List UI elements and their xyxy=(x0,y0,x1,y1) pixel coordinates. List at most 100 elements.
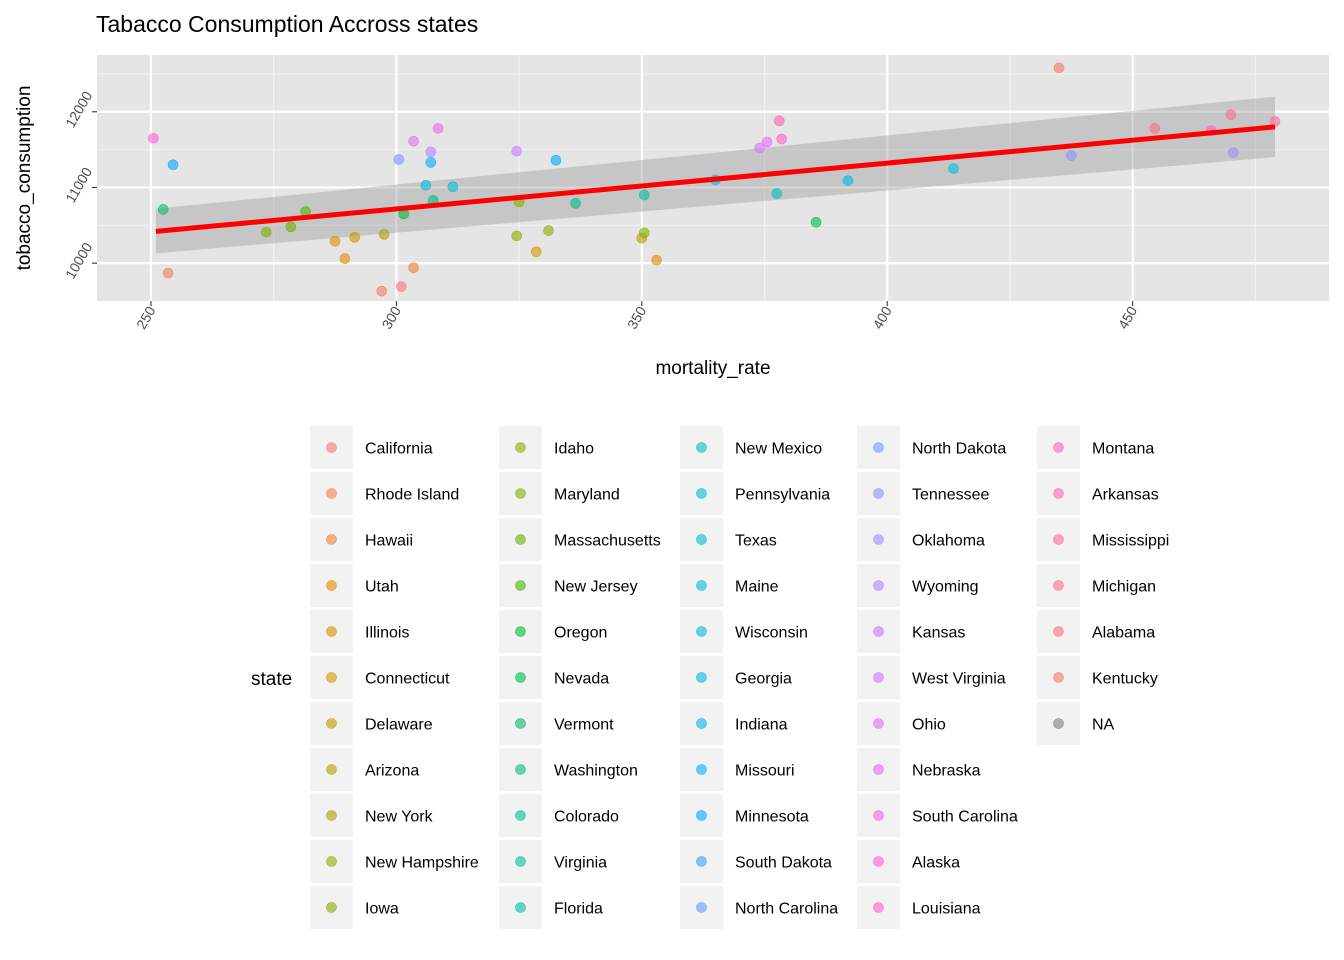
legend-label: New York xyxy=(365,809,434,826)
legend-swatch xyxy=(515,764,526,775)
legend-label: Georgia xyxy=(735,671,792,688)
legend-swatch xyxy=(1053,626,1064,637)
legend-swatch xyxy=(873,442,884,453)
data-point xyxy=(570,198,581,209)
data-point xyxy=(285,221,297,233)
legend-label: Tennessee xyxy=(912,487,989,504)
legend-label: South Carolina xyxy=(912,809,1018,826)
legend-label: Alabama xyxy=(1092,625,1155,642)
x-tick-label: 400 xyxy=(869,303,895,331)
legend-swatch xyxy=(515,718,526,729)
legend-label: Idaho xyxy=(554,441,594,458)
legend-swatch xyxy=(515,856,526,867)
data-point xyxy=(948,163,959,174)
data-point xyxy=(1269,116,1281,127)
legend-swatch xyxy=(873,718,884,729)
legend-label: Kentucky xyxy=(1092,671,1158,688)
legend-swatch xyxy=(696,534,707,545)
legend-swatch xyxy=(326,488,337,499)
legend-swatch xyxy=(696,764,707,775)
legend-swatch xyxy=(873,580,884,591)
legend-label: Maine xyxy=(735,579,779,596)
legend-label: Illinois xyxy=(365,625,409,642)
legend-swatch xyxy=(326,764,337,775)
regression-line-group xyxy=(155,124,1276,234)
data-point xyxy=(1149,123,1161,134)
legend-swatch xyxy=(326,626,337,637)
data-point xyxy=(1066,150,1077,161)
legend-swatch xyxy=(696,488,707,499)
legend-label: Florida xyxy=(554,901,603,918)
grid-lines xyxy=(97,55,1329,301)
data-point xyxy=(1053,62,1065,74)
legend-swatch xyxy=(696,626,707,637)
y-tick-label: 10000 xyxy=(62,240,95,282)
legend-swatch xyxy=(515,902,526,913)
legend-swatch xyxy=(515,672,526,683)
data-point xyxy=(550,154,562,166)
legend: California Rhode Island Hawaii Utah Illinois… xyxy=(310,426,1169,929)
legend-label: New Mexico xyxy=(735,441,822,458)
chart-title: Tabacco Consumption Accross states xyxy=(96,11,478,37)
legend-swatch xyxy=(326,580,337,591)
legend-label: Massachusetts xyxy=(554,533,661,550)
data-point xyxy=(530,246,542,258)
legend-label: Pennsylvania xyxy=(735,487,830,504)
legend-swatch xyxy=(326,672,337,683)
legend-label: Maryland xyxy=(554,487,620,504)
legend-label: North Carolina xyxy=(735,901,838,918)
data-point xyxy=(393,154,405,165)
legend-label: Ohio xyxy=(912,717,946,734)
data-point xyxy=(638,227,650,239)
legend-label: Nevada xyxy=(554,671,609,688)
legend-swatch xyxy=(326,534,337,545)
data-point xyxy=(425,157,437,168)
legend-label: Mississippi xyxy=(1092,533,1169,550)
legend-label: Alaska xyxy=(912,855,960,872)
legend-label: North Dakota xyxy=(912,441,1006,458)
legend-swatch xyxy=(873,626,884,637)
data-point xyxy=(261,226,272,238)
data-point xyxy=(1225,109,1237,121)
data-point xyxy=(511,230,522,242)
legend-title: state xyxy=(251,669,292,690)
y-axis-title: tobacco_consumption xyxy=(14,86,35,271)
legend-swatch xyxy=(515,442,526,453)
data-point xyxy=(810,216,822,228)
legend-label: Connecticut xyxy=(365,671,450,688)
legend-label: Oregon xyxy=(554,625,607,642)
legend-swatch xyxy=(696,810,707,821)
x-tick-label: 300 xyxy=(378,303,404,331)
legend-swatch xyxy=(326,902,337,913)
data-point xyxy=(157,204,169,215)
data-point xyxy=(771,188,783,199)
data-point xyxy=(543,225,554,236)
data-point xyxy=(349,232,360,243)
data-point xyxy=(378,229,390,240)
data-point xyxy=(425,146,437,158)
legend-label: Virginia xyxy=(554,855,607,872)
legend-label: Rhode Island xyxy=(365,487,459,504)
regression-line xyxy=(155,124,1276,234)
x-tick-label: 250 xyxy=(133,303,159,331)
legend-swatch xyxy=(515,488,526,499)
x-axis-title: mortality_rate xyxy=(655,358,770,379)
data-point xyxy=(376,285,387,297)
legend-swatch xyxy=(515,810,526,821)
legend-label: Arizona xyxy=(365,763,419,780)
legend-label: Delaware xyxy=(365,717,433,734)
legend-swatch xyxy=(873,856,884,867)
legend-swatch xyxy=(696,672,707,683)
legend-label: Texas xyxy=(735,533,777,550)
legend-label: Montana xyxy=(1092,441,1154,458)
legend-swatch xyxy=(326,810,337,821)
legend-swatch xyxy=(1053,672,1064,683)
legend-swatch xyxy=(1053,580,1064,591)
legend-swatch xyxy=(1053,442,1064,453)
legend-swatch xyxy=(326,718,337,729)
data-point xyxy=(162,267,174,279)
data-point xyxy=(408,135,419,147)
legend-swatch xyxy=(696,442,707,453)
legend-swatch xyxy=(873,810,884,821)
